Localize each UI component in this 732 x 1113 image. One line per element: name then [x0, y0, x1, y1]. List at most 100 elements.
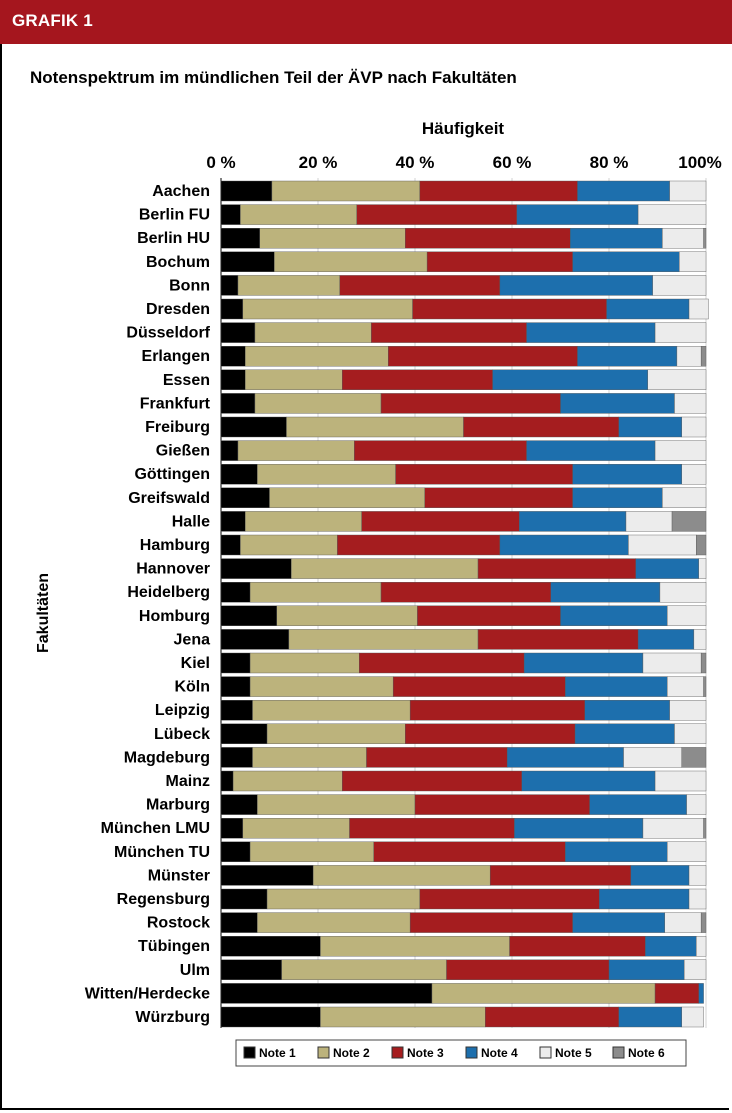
bar-segment: [419, 180, 578, 202]
bar-segment: [693, 629, 707, 650]
category-label: Greifswald: [128, 490, 210, 507]
bar-segment: [237, 440, 355, 461]
bar-segment: [703, 227, 707, 249]
bar-segment: [550, 582, 661, 603]
bar-segment: [220, 770, 234, 792]
bar-segment: [242, 298, 413, 320]
bar-segment: [257, 794, 416, 815]
legend-label: Note 2: [333, 1046, 370, 1060]
bar-segment: [618, 1006, 682, 1028]
bar-segment: [312, 865, 491, 886]
bar-segment: [419, 888, 600, 910]
bar-segment: [220, 322, 256, 343]
bar-segment: [477, 629, 639, 650]
bar-segment: [499, 534, 629, 556]
legend-swatch: [465, 1046, 478, 1059]
bar-segment: [220, 747, 253, 768]
bar-segment: [388, 346, 578, 367]
bar-segment: [220, 204, 241, 225]
bar-segment: [654, 983, 699, 1004]
category-label: Homburg: [139, 608, 210, 625]
bar-segment: [669, 700, 707, 721]
bar-segment: [608, 959, 685, 980]
bar-segment: [240, 534, 338, 556]
x-tick-label: 20 %: [299, 153, 338, 172]
bar-segment: [342, 770, 522, 792]
bar-segment: [245, 511, 362, 532]
bar-segment: [572, 487, 663, 508]
x-tick-label: 60 %: [493, 153, 532, 172]
bar-segment: [664, 912, 702, 933]
bar-segment: [245, 346, 389, 367]
bar-segment: [257, 464, 396, 485]
x-tick-labels: 0 % 20 % 40 % 60 % 80 % 100%: [206, 153, 721, 172]
legend-swatch: [612, 1046, 625, 1059]
bar-segment: [509, 936, 646, 957]
bar-segment: [667, 676, 704, 697]
bar-segment: [220, 888, 268, 910]
bar-segment: [220, 416, 287, 438]
bar-segment: [565, 676, 668, 697]
category-label: Hamburg: [140, 537, 210, 554]
bar-segment: [220, 440, 239, 461]
bar-segment: [654, 770, 707, 792]
category-label: Göttingen: [134, 466, 210, 483]
bar-segment: [642, 818, 704, 839]
bar-segment: [356, 204, 518, 225]
bar-segment: [220, 393, 256, 414]
bar-segment: [220, 298, 244, 320]
bar-segment: [506, 747, 624, 768]
bar-segment: [291, 558, 479, 579]
bar-segment: [259, 227, 406, 249]
bar-segment: [560, 393, 675, 414]
bar-segment: [220, 723, 268, 744]
bar-segment: [667, 605, 707, 626]
bar-segment: [249, 652, 360, 674]
bar-segment: [274, 251, 428, 273]
bar-segment: [688, 298, 709, 320]
bar-segment: [662, 227, 704, 249]
x-tick-label: 100%: [678, 153, 721, 172]
bar-segment: [286, 416, 464, 438]
bar-segment: [220, 841, 251, 862]
bar-segment: [220, 511, 246, 532]
bar-segment: [245, 369, 343, 390]
bar-segment: [412, 298, 607, 320]
bar-segment: [417, 605, 561, 626]
bar-segment: [654, 440, 707, 461]
bar-segment: [492, 369, 649, 390]
category-label: Rostock: [147, 915, 210, 932]
bar-segment: [477, 558, 636, 579]
bar-segment: [220, 582, 251, 603]
category-label: Berlin HU: [137, 230, 210, 247]
bar-segment: [380, 393, 561, 414]
bar-segment: [424, 487, 573, 508]
bar-segment: [628, 534, 697, 556]
category-label: Freiburg: [145, 419, 210, 436]
category-label: München LMU: [101, 820, 210, 837]
bar-segment: [354, 440, 527, 461]
bar-segment: [220, 865, 314, 886]
bar-segment: [254, 322, 372, 343]
bar-segment: [645, 936, 697, 957]
bar-segments: [220, 180, 709, 1028]
bar-segment: [373, 841, 566, 862]
bar-segment: [485, 1006, 619, 1028]
category-label: Marburg: [146, 797, 210, 814]
bar-segment: [342, 369, 493, 390]
bar-segment: [618, 416, 682, 438]
bar-segment: [679, 251, 707, 273]
bar-segment: [249, 841, 374, 862]
category-label: Münster: [148, 867, 210, 884]
bar-segment: [220, 652, 251, 674]
bar-segment: [220, 369, 246, 390]
category-label: Lübeck: [154, 726, 210, 743]
bar-segment: [409, 700, 585, 721]
bar-segment: [269, 487, 425, 508]
legend-box: [235, 1039, 687, 1067]
bar-segment: [220, 794, 258, 815]
category-label: Tübingen: [138, 938, 210, 955]
bar-segment: [637, 629, 695, 650]
bar-segment: [499, 275, 653, 296]
bar-segment: [220, 605, 277, 626]
